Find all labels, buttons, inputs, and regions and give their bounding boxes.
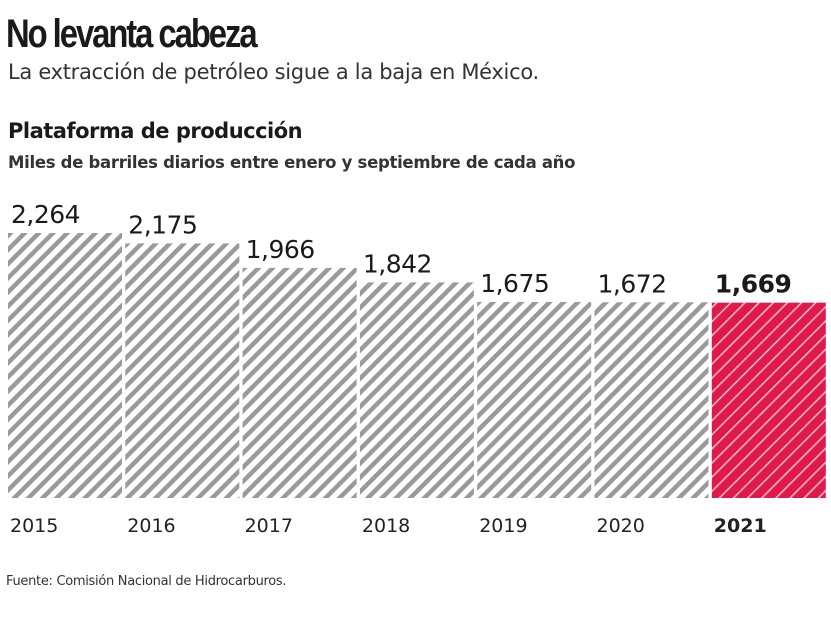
value-label: 1,669 xyxy=(715,270,792,299)
bar-2015 xyxy=(8,233,122,498)
x-tick-label: 2019 xyxy=(479,515,527,537)
value-label: 2,175 xyxy=(128,210,197,239)
x-tick-label: 2021 xyxy=(714,515,767,537)
value-label: 1,672 xyxy=(598,269,667,298)
x-tick-label: 2018 xyxy=(362,515,410,537)
headline: No levanta cabeza xyxy=(6,12,258,56)
x-tick-label: 2016 xyxy=(127,515,175,537)
x-tick-label: 2015 xyxy=(10,515,58,537)
value-label: 2,264 xyxy=(11,200,80,229)
x-tick-label: 2020 xyxy=(597,515,645,537)
value-label: 1,842 xyxy=(363,249,432,278)
bar-2017 xyxy=(242,267,357,498)
subheadline: La extracción de petróleo sigue a la baj… xyxy=(8,60,539,84)
chart-title: Plataforma de producción xyxy=(8,119,303,143)
chart-subtitle: Miles de barriles diarios entre enero y … xyxy=(8,153,576,172)
bar-2020 xyxy=(594,302,709,498)
bar-2019 xyxy=(477,301,592,498)
x-tick-label: 2017 xyxy=(245,515,293,537)
source-note: Fuente: Comisión Nacional de Hidrocarbur… xyxy=(6,574,287,589)
bar-2018 xyxy=(359,282,474,498)
value-label: 1,675 xyxy=(480,269,549,298)
bar-2016 xyxy=(125,243,240,498)
bar-2021 xyxy=(711,302,826,498)
value-label: 1,966 xyxy=(246,235,315,264)
